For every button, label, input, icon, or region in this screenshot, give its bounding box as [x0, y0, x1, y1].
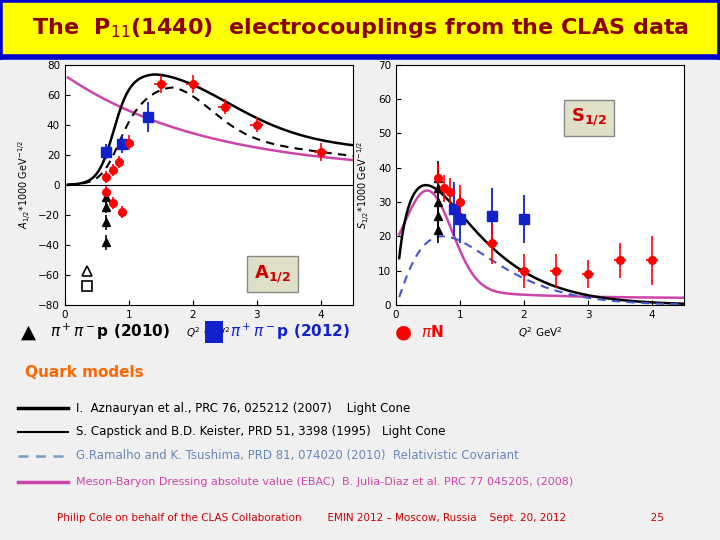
Text: $\mathbf{A_{1/2}}$: $\mathbf{A_{1/2}}$	[253, 263, 291, 285]
Text: The  P$_{11}$(1440)  electrocouplings from the CLAS data: The P$_{11}$(1440) electrocouplings from…	[32, 16, 688, 40]
Text: ●: ●	[395, 322, 412, 342]
Text: I.  Aznauryan et al., PRC 76, 025212 (2007)    Light Cone: I. Aznauryan et al., PRC 76, 025212 (200…	[76, 402, 410, 415]
Text: $\pi^+\pi^-$p (2010): $\pi^+\pi^-$p (2010)	[50, 322, 171, 342]
Text: G.Ramalho and K. Tsushima, PRD 81, 074020 (2010)  Relativistic Covariant: G.Ramalho and K. Tsushima, PRD 81, 07402…	[76, 449, 518, 462]
Y-axis label: $S_{1/2}$*1000 GeV$^{-1/2}$: $S_{1/2}$*1000 GeV$^{-1/2}$	[356, 141, 372, 229]
Text: S. Capstick and B.D. Keister, PRD 51, 3398 (1995)   Light Cone: S. Capstick and B.D. Keister, PRD 51, 33…	[76, 426, 445, 438]
Text: ▲: ▲	[22, 322, 36, 342]
Text: Philip Cole on behalf of the CLAS Collaboration        EMIN 2012 – Moscow, Russi: Philip Cole on behalf of the CLAS Collab…	[57, 514, 663, 523]
Text: $\mathbf{S_{1/2}}$: $\mathbf{S_{1/2}}$	[571, 107, 607, 129]
Y-axis label: $A_{1/2}$*1000 GeV$^{-1/2}$: $A_{1/2}$*1000 GeV$^{-1/2}$	[16, 140, 32, 230]
Text: Quark models: Quark models	[25, 364, 144, 380]
Text: $\pi^+\pi^-$p (2012): $\pi^+\pi^-$p (2012)	[230, 322, 351, 342]
Text: $\pi$N: $\pi$N	[421, 324, 444, 340]
X-axis label: $Q^2$ GeV$^2$: $Q^2$ GeV$^2$	[518, 326, 562, 340]
X-axis label: $Q^2$ GeV$^2$: $Q^2$ GeV$^2$	[186, 326, 231, 340]
Text: Meson-Baryon Dressing absolute value (EBAC)  B. Julia-Diaz et al. PRC 77 045205,: Meson-Baryon Dressing absolute value (EB…	[76, 477, 573, 487]
